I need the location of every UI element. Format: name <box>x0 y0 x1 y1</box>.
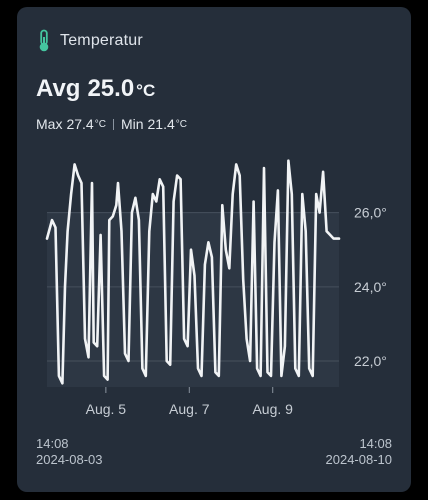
series-line-group <box>45 159 341 385</box>
card-title: Temperatur <box>60 32 143 49</box>
average-temperature: Avg 25.0 °C <box>36 75 155 109</box>
temperature-chart[interactable]: 22,0° 24,0° 26,0° Aug. 5 Aug. 7 Aug. 9 <box>17 7 411 492</box>
min-label: Min <box>120 116 144 132</box>
range-start: 14:08 2024-08-03 <box>36 436 103 468</box>
y-tick-label: 22,0° <box>354 353 387 369</box>
y-axis-labels: 22,0° 24,0° 26,0° <box>354 205 387 369</box>
card-header: Temperatur <box>36 28 143 54</box>
avg-value: 25.0 <box>87 75 135 102</box>
plot-area <box>47 212 339 387</box>
range-end: 14:08 2024-08-10 <box>326 436 393 468</box>
max-unit: °C <box>94 118 106 130</box>
max-value: 27.4 <box>66 116 94 132</box>
thermometer-icon <box>39 29 49 52</box>
temperature-line <box>45 159 341 385</box>
x-tick-label: Aug. 5 <box>86 401 127 417</box>
range-end-time: 14:08 <box>359 436 392 451</box>
range-start-date: 2024-08-03 <box>36 452 103 467</box>
min-max-row: Max 27.4 °C Min 21.4 °C <box>36 114 187 134</box>
temperature-card[interactable]: Temperatur Avg 25.0 °C Max 27.4 °C Min 2… <box>17 7 411 492</box>
x-tick-label: Aug. 7 <box>169 401 210 417</box>
max-label: Max <box>36 116 63 132</box>
min-max-divider <box>112 118 114 130</box>
avg-label: Avg <box>36 75 81 102</box>
min-value: 21.4 <box>147 116 175 132</box>
range-end-date: 2024-08-10 <box>325 452 393 467</box>
avg-unit: °C <box>136 81 156 100</box>
y-tick-label: 24,0° <box>354 279 387 295</box>
x-tick-label: Aug. 9 <box>252 401 293 417</box>
range-start-time: 14:08 <box>36 436 69 451</box>
grid-lines <box>47 212 339 362</box>
y-tick-label: 26,0° <box>354 205 387 221</box>
min-unit: °C <box>175 118 187 130</box>
x-axis-labels: Aug. 5 Aug. 7 Aug. 9 <box>86 387 293 417</box>
